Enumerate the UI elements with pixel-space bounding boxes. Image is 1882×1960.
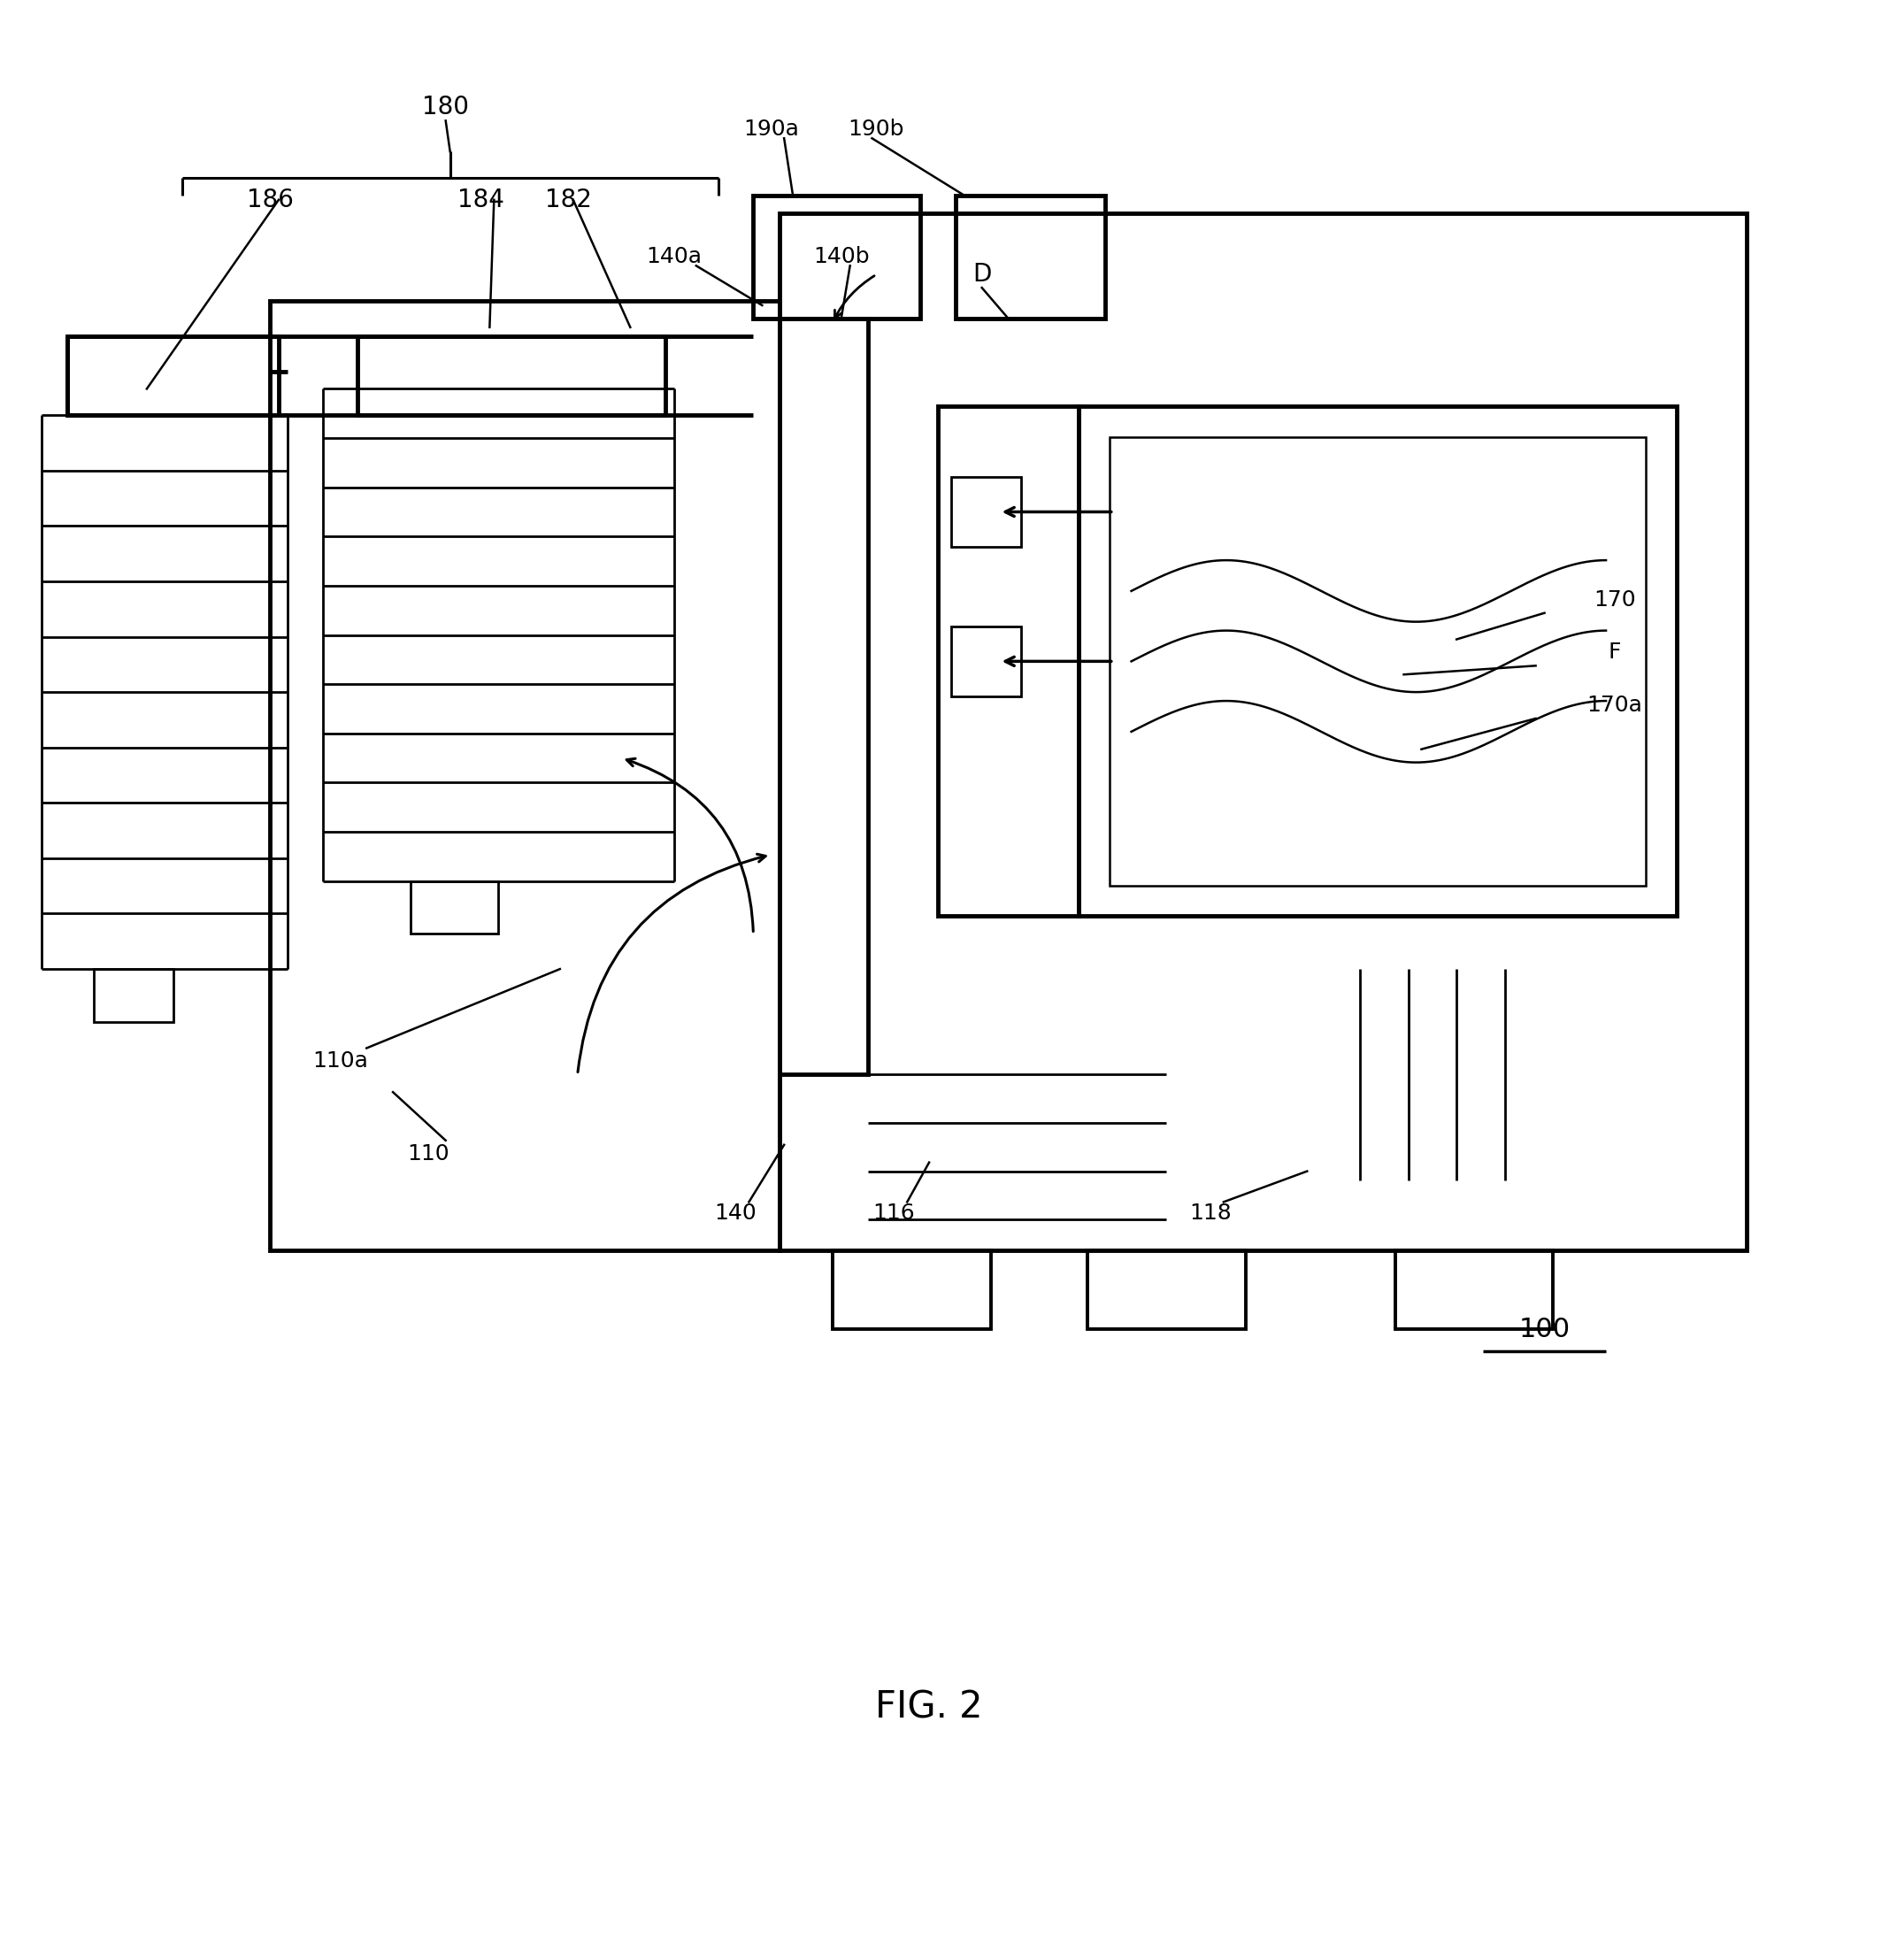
- Text: 100: 100: [1519, 1317, 1570, 1343]
- Text: 118: 118: [1189, 1203, 1231, 1223]
- Text: 110: 110: [407, 1143, 450, 1164]
- Text: D: D: [973, 263, 992, 286]
- Text: 140b: 140b: [813, 247, 869, 269]
- Text: 186: 186: [247, 188, 294, 212]
- Text: 170: 170: [1594, 590, 1635, 610]
- Text: 190a: 190a: [743, 120, 798, 139]
- Bar: [1088, 1250, 1246, 1329]
- Text: FIG. 2: FIG. 2: [875, 1690, 982, 1727]
- Text: 110a: 110a: [312, 1051, 369, 1072]
- Bar: [950, 476, 1022, 547]
- Bar: [1395, 1250, 1553, 1329]
- Bar: [269, 302, 779, 1250]
- Bar: [832, 1250, 990, 1329]
- Bar: [410, 882, 499, 933]
- Bar: [358, 335, 666, 416]
- Text: 140a: 140a: [646, 247, 702, 269]
- Bar: [950, 625, 1022, 696]
- Bar: [779, 318, 868, 1074]
- Text: 182: 182: [546, 188, 593, 212]
- Bar: [753, 196, 920, 318]
- Bar: [94, 968, 173, 1021]
- Bar: [1108, 437, 1645, 886]
- Bar: [956, 196, 1105, 318]
- Text: 180: 180: [422, 96, 469, 120]
- Text: 190b: 190b: [849, 120, 905, 139]
- Text: 184: 184: [457, 188, 504, 212]
- Text: F: F: [1609, 643, 1620, 662]
- Bar: [937, 406, 1078, 915]
- Bar: [68, 335, 279, 416]
- Text: 116: 116: [873, 1203, 915, 1223]
- Text: 170a: 170a: [1587, 694, 1643, 715]
- Bar: [779, 214, 1746, 1250]
- Bar: [1078, 406, 1677, 915]
- Text: 140: 140: [715, 1203, 757, 1223]
